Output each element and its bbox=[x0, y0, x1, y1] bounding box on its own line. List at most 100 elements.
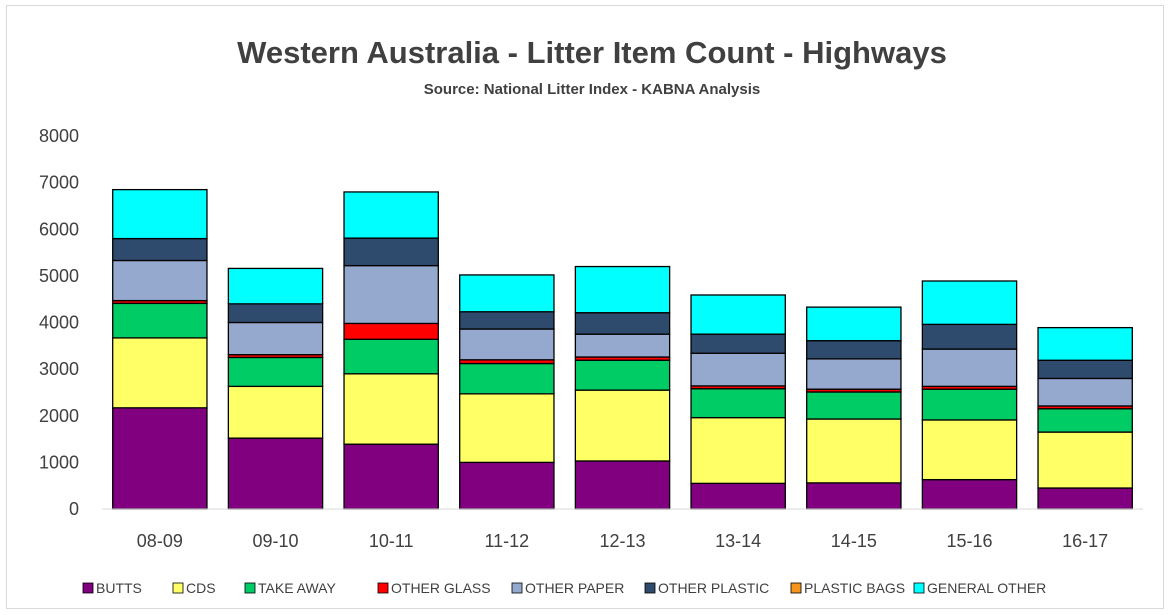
bar-segment-general-other bbox=[343, 191, 439, 239]
legend-swatch bbox=[377, 582, 389, 594]
bar-segment-butts bbox=[1037, 487, 1133, 510]
y-tick-label: 7000 bbox=[39, 173, 79, 193]
legend-swatch bbox=[913, 582, 925, 594]
bar-segment-other-glass bbox=[343, 322, 439, 340]
chart-container: Western Australia - Litter Item Count - … bbox=[6, 5, 1164, 609]
bar-segment-cds bbox=[806, 418, 902, 484]
bar-segment-general-other bbox=[574, 265, 671, 314]
bar-segment-take-away bbox=[574, 359, 671, 391]
bar-stack-16-17 bbox=[1037, 326, 1133, 510]
x-tick-label: 14-15 bbox=[831, 531, 877, 551]
legend-item-other-glass: OTHER GLASS bbox=[377, 580, 491, 596]
bar-segment-other-paper bbox=[921, 348, 1018, 388]
legend-item-cds: CDS bbox=[172, 580, 216, 596]
bar-segment-take-away bbox=[1037, 408, 1133, 433]
x-tick-label: 16-17 bbox=[1062, 531, 1108, 551]
bar-segment-cds bbox=[343, 373, 439, 445]
x-axis: 08-09 09-10 10-11 11-12 12-13 13-14 14-15 15-16… bbox=[137, 531, 1108, 551]
bar-segment-take-away bbox=[112, 302, 208, 339]
bar-segment-other-paper bbox=[112, 259, 208, 302]
bar-segment-other-plastic bbox=[459, 311, 555, 330]
bar-segment-general-other bbox=[921, 280, 1018, 326]
bar-segment-other-paper bbox=[574, 333, 671, 358]
y-tick-label: 0 bbox=[69, 499, 79, 519]
bar-segment-take-away bbox=[921, 388, 1018, 421]
bar-segment-other-paper bbox=[343, 264, 439, 325]
bar-segment-butts bbox=[459, 461, 555, 510]
bar-segment-take-away bbox=[690, 388, 786, 419]
bar-segment-butts bbox=[806, 482, 902, 510]
bar-segment-other-plastic bbox=[343, 237, 439, 267]
stacked-bar-chart: Western Australia - Litter Item Count - … bbox=[39, 35, 1143, 596]
bar-segment-other-plastic bbox=[227, 303, 324, 324]
bar-segment-other-plastic bbox=[921, 323, 1018, 350]
x-tick-label: 08-09 bbox=[137, 531, 183, 551]
y-axis: 0 1000 2000 3000 4000 5000 6000 7000 8000 bbox=[39, 126, 79, 519]
bar-segment-cds bbox=[690, 416, 786, 485]
legend-swatch bbox=[172, 582, 184, 594]
y-tick-label: 8000 bbox=[39, 126, 79, 146]
bar-segment-general-other bbox=[459, 274, 555, 313]
bar-segment-general-other bbox=[690, 294, 786, 335]
bar-stack-15-16 bbox=[921, 280, 1018, 510]
y-tick-label: 1000 bbox=[39, 452, 79, 472]
bar-segment-general-other bbox=[227, 267, 324, 305]
legend-swatch bbox=[511, 582, 523, 594]
y-tick-label: 3000 bbox=[39, 359, 79, 379]
bar-segment-butts bbox=[690, 482, 786, 510]
bar-stack-08-09 bbox=[112, 188, 208, 510]
bar-segment-take-away bbox=[459, 362, 555, 395]
legend-swatch bbox=[82, 582, 94, 594]
bar-segment-cds bbox=[921, 419, 1018, 481]
bar-segment-take-away bbox=[227, 356, 324, 388]
bar-segment-butts bbox=[343, 443, 439, 510]
bar-segment-cds bbox=[1037, 431, 1133, 489]
bar-segment-take-away bbox=[343, 338, 439, 375]
legend-label: PLASTIC BAGS bbox=[804, 580, 905, 596]
legend-item-take-away: TAKE AWAY bbox=[244, 580, 336, 596]
legend-label: CDS bbox=[186, 580, 216, 596]
bar-stack-11-12 bbox=[459, 274, 555, 510]
x-tick-label: 10-11 bbox=[369, 531, 414, 551]
bar-segment-other-paper bbox=[227, 321, 324, 356]
bar-segment-general-other bbox=[112, 188, 208, 240]
bar-segment-butts bbox=[227, 437, 324, 510]
bar-segment-cds bbox=[112, 337, 208, 409]
bar-segment-butts bbox=[574, 460, 671, 510]
bar-segment-other-paper bbox=[690, 352, 786, 387]
bar-segment-butts bbox=[921, 478, 1018, 510]
y-tick-label: 5000 bbox=[39, 266, 79, 286]
legend-label: BUTTS bbox=[96, 580, 142, 596]
legend-item-other-paper: OTHER PAPER bbox=[511, 580, 624, 596]
legend-swatch bbox=[790, 582, 802, 594]
bar-segment-other-plastic bbox=[690, 333, 786, 354]
bar-segment-take-away bbox=[806, 391, 902, 420]
x-tick-label: 15-16 bbox=[946, 531, 992, 551]
legend-swatch bbox=[644, 582, 656, 594]
bar-segment-other-plastic bbox=[574, 312, 671, 335]
chart-subtitle: Source: National Litter Index - KABNA An… bbox=[424, 81, 760, 98]
legend: BUTTS CDS TAKE AWAY OTHER GLASS OTHER PAPER O… bbox=[82, 580, 1046, 596]
legend-swatch bbox=[244, 582, 256, 594]
legend-item-butts: BUTTS bbox=[82, 580, 142, 596]
legend-label: OTHER PLASTIC bbox=[658, 580, 769, 596]
bar-segment-other-paper bbox=[459, 328, 555, 361]
x-tick-label: 13-14 bbox=[715, 531, 761, 551]
bar-segment-general-other bbox=[1037, 326, 1133, 361]
legend-label: OTHER PAPER bbox=[525, 580, 624, 596]
legend-item-general-other: GENERAL OTHER bbox=[913, 580, 1046, 596]
bar-segment-cds bbox=[227, 385, 324, 439]
bar-segment-cds bbox=[459, 393, 555, 464]
bar-stack-09-10 bbox=[227, 267, 324, 510]
bar-segment-other-plastic bbox=[1037, 359, 1133, 380]
bar-segment-other-plastic bbox=[112, 237, 208, 262]
legend-item-plastic-bags: PLASTIC BAGS bbox=[790, 580, 905, 596]
legend-label: GENERAL OTHER bbox=[927, 580, 1046, 596]
x-tick-label: 11-12 bbox=[484, 531, 529, 551]
x-tick-label: 12-13 bbox=[599, 531, 645, 551]
y-tick-label: 2000 bbox=[39, 406, 79, 426]
bar-stack-14-15 bbox=[806, 306, 902, 510]
bar-segment-cds bbox=[574, 389, 671, 462]
bar-segment-other-paper bbox=[1037, 377, 1133, 407]
bar-segment-other-plastic bbox=[806, 340, 902, 360]
